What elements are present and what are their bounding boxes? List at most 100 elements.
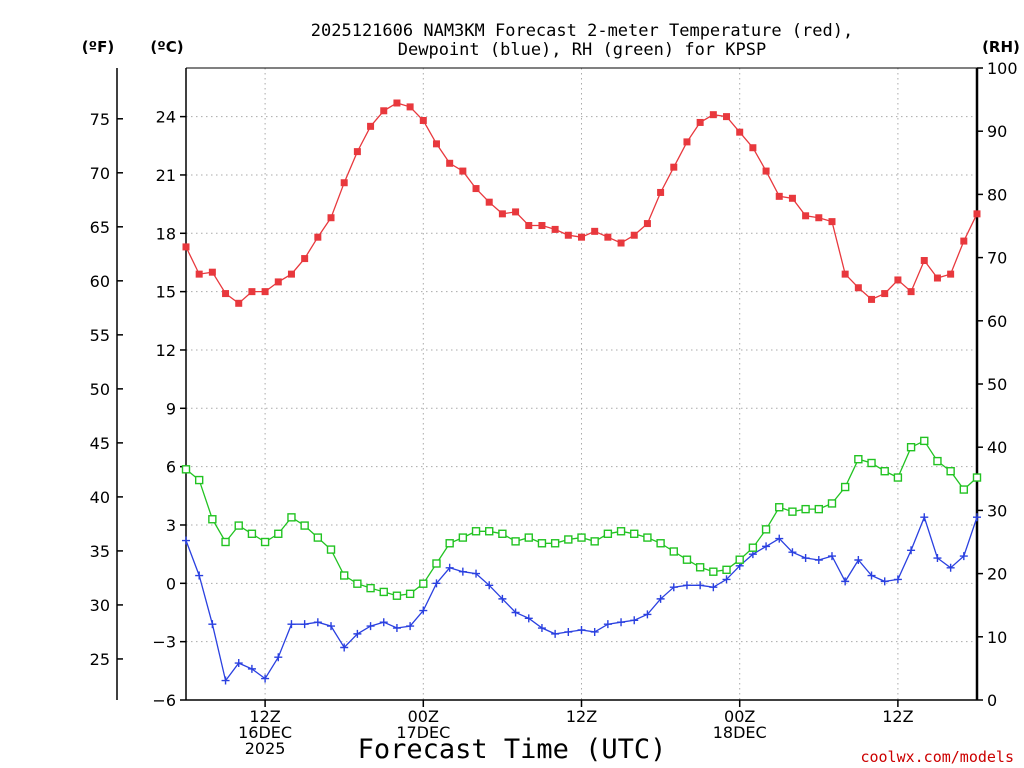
temperature-point <box>301 255 309 263</box>
temperature-point <box>723 113 731 121</box>
celsius-tick-label: 0 <box>166 574 176 593</box>
rh-tick-label: 80 <box>987 185 1007 204</box>
rh-point <box>524 533 533 542</box>
dewpoint-point <box>841 577 850 586</box>
data-series <box>181 99 982 685</box>
temperature-point <box>775 192 783 200</box>
rh-point <box>445 539 454 548</box>
rh-point <box>498 529 507 538</box>
dewpoint-point <box>827 552 836 561</box>
rh-point <box>181 465 191 474</box>
dewpoint-point <box>643 610 652 619</box>
temperature-point <box>657 188 665 196</box>
temperature-point <box>446 159 454 167</box>
temperature-point <box>907 288 915 296</box>
chart-axes: 25 30 35 40 45 50 55 60 65 70 75 −6 −3 0 3 6 9 12 15 18 21 24… <box>90 59 1018 758</box>
dewpoint-point <box>182 536 190 545</box>
dewpoint-point <box>933 554 942 563</box>
rh-point <box>300 521 309 530</box>
dewpoint-point <box>577 625 586 634</box>
chart-title-line-1: 2025121606 NAM3KM Forecast 2-meter Tempe… <box>311 21 853 41</box>
temperature-point <box>591 227 599 235</box>
dewpoint-point <box>511 608 520 617</box>
rh-point <box>313 533 323 542</box>
rh-tick-label: 70 <box>987 249 1007 268</box>
dewpoint-point <box>775 534 784 543</box>
temperature-point <box>802 212 810 220</box>
rh-tick-label: 50 <box>987 375 1007 394</box>
temperature-point <box>485 198 493 206</box>
rh-tick-label: 60 <box>987 312 1007 331</box>
temperature-point <box>274 278 282 286</box>
rh-point <box>577 533 586 542</box>
dewpoint-point <box>617 618 626 627</box>
dewpoint-point <box>406 622 415 631</box>
dewpoint-point <box>603 620 612 629</box>
temperature-point <box>182 243 190 251</box>
rh-point <box>366 583 375 593</box>
temperature-point <box>564 231 572 239</box>
fahrenheit-unit-label: (ºF) <box>82 38 114 56</box>
rh-point <box>867 458 876 468</box>
rh-point <box>458 533 468 542</box>
x-tick-label: 17DEC <box>396 723 450 742</box>
temperature-point <box>762 167 770 175</box>
rh-point <box>972 473 982 482</box>
dewpoint-point <box>445 563 454 572</box>
x-tick-label: 2025 <box>245 739 286 758</box>
rh-point <box>340 571 349 580</box>
rh-point <box>959 485 969 494</box>
dewpoint-point <box>907 546 916 555</box>
rh-point <box>194 475 204 485</box>
temperature-point <box>578 233 585 241</box>
temperature-point <box>393 99 401 107</box>
celsius-tick-label: −6 <box>152 691 176 710</box>
rh-point <box>260 537 270 547</box>
temperature-point <box>868 295 876 303</box>
celsius-tick-label: −3 <box>152 633 176 652</box>
rh-point <box>801 504 810 514</box>
temperature-point <box>630 231 638 239</box>
dewpoint-point <box>208 620 217 629</box>
dewpoint-point <box>880 577 889 586</box>
dewpoint-point <box>656 594 665 603</box>
credit-text: coolwx.com/models <box>860 748 1014 766</box>
dewpoint-point <box>682 581 691 590</box>
dewpoint-point <box>221 676 230 685</box>
rh-point <box>761 525 771 534</box>
temperature-point <box>222 290 230 298</box>
rh-point <box>656 539 665 548</box>
dewpoint-point <box>234 659 243 668</box>
dewpoint-point <box>709 583 718 592</box>
temperature-point <box>459 167 467 175</box>
temperature-point <box>419 117 427 125</box>
rh-point <box>920 436 929 446</box>
rh-point <box>669 547 678 556</box>
temperature-point <box>235 299 243 307</box>
fahrenheit-tick-label: 45 <box>90 434 110 453</box>
temperature-point <box>498 210 506 218</box>
rh-point <box>537 539 547 548</box>
temperature-point <box>248 288 256 296</box>
rh-point <box>419 579 428 588</box>
fahrenheit-tick-label: 75 <box>90 110 110 129</box>
fahrenheit-tick-label: 30 <box>90 596 110 615</box>
rh-point <box>234 521 243 530</box>
dewpoint-point <box>788 548 797 557</box>
temperature-point <box>643 220 651 228</box>
x-tick-label: 00Z <box>408 707 439 726</box>
rh-point <box>471 527 481 536</box>
fahrenheit-tick-label: 40 <box>90 488 110 507</box>
rh-point <box>735 555 744 564</box>
temperature-point <box>815 214 823 222</box>
dewpoint-point <box>300 620 309 629</box>
dewpoint-point <box>722 575 731 584</box>
temperature-point <box>736 128 744 136</box>
temperature-point <box>709 111 717 119</box>
x-tick-label: 12Z <box>882 707 913 726</box>
temperature-point <box>841 270 849 278</box>
rh-point <box>274 529 283 538</box>
temperature-point <box>788 194 796 202</box>
